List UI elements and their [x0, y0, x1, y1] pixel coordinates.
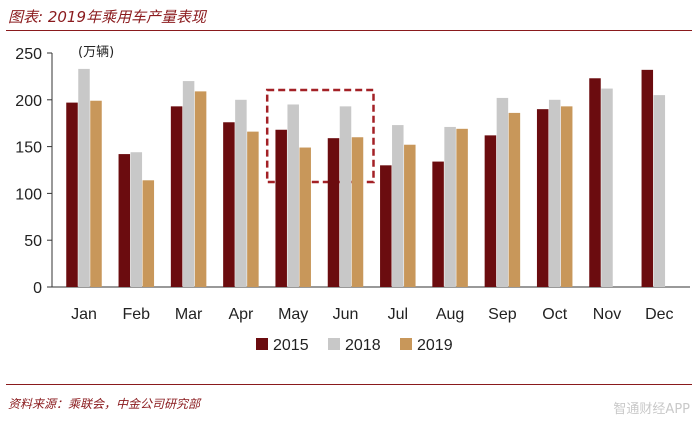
x-tick-label-jun: Jun — [333, 306, 359, 323]
x-tick-label-oct: Oct — [542, 306, 567, 323]
bar-2018-jun — [339, 106, 352, 288]
x-tick-label-feb: Feb — [123, 306, 151, 323]
x-tick-label-sep: Sep — [488, 306, 517, 323]
bar-2018-oct — [548, 99, 561, 287]
bar-2018-may — [287, 104, 299, 287]
y-tick-label: 150 — [15, 140, 42, 157]
bar-2015-oct — [536, 109, 549, 287]
x-tick-label-jul: Jul — [388, 306, 408, 323]
x-tick-label-apr: Apr — [228, 306, 254, 323]
bar-2018-jan — [78, 68, 90, 287]
bar-chart: 0 50 100 150 200 250 (万辆) Jan Feb Mar Apr May Jun Jul… — [15, 45, 690, 354]
bar-2018-mar — [182, 81, 195, 287]
y-tick-label: 250 — [15, 46, 42, 63]
bar-2019-jan — [90, 100, 102, 288]
x-tick-label-nov: Nov — [593, 306, 621, 323]
legend-swatch-2015 — [256, 338, 268, 350]
bar-2015-nov — [589, 78, 601, 287]
figure-title: 图表: 2019年乘用车产量表现 — [8, 8, 206, 26]
y-tick-label: 50 — [24, 233, 42, 250]
bar-2015-sep — [484, 135, 497, 287]
bar-2019-jul — [404, 144, 416, 287]
bar-2018-dec — [653, 95, 666, 287]
bar-2015-mar — [170, 106, 183, 288]
y-tick-label: 100 — [15, 186, 42, 203]
bar-2019-may — [299, 147, 311, 287]
bar-2019-oct — [560, 106, 573, 288]
source-note: 资料来源：乘联会，中金公司研究部 — [8, 397, 201, 411]
bar-2018-feb — [130, 152, 143, 287]
watermark-text: 智通财经APP — [613, 402, 690, 417]
bottom-divider — [6, 384, 692, 385]
y-tick-label: 200 — [15, 93, 42, 110]
legend-label-2018: 2018 — [345, 337, 381, 354]
bar-2015-jul — [380, 165, 392, 287]
bar-2018-jul — [392, 125, 404, 288]
y-unit-label: (万辆) — [78, 45, 114, 60]
bar-2015-may — [275, 129, 287, 287]
bar-2019-feb — [142, 180, 155, 287]
bar-2015-jan — [66, 102, 78, 287]
bar-2015-aug — [432, 161, 444, 287]
bar-2019-aug — [456, 128, 468, 287]
y-tick-label: 0 — [33, 280, 42, 297]
top-divider — [6, 30, 692, 31]
bar-2018-apr — [235, 99, 247, 287]
bar-2018-sep — [496, 97, 509, 287]
x-tick-label-aug: Aug — [436, 306, 464, 323]
bar-2018-nov — [601, 88, 613, 288]
x-tick-label-dec: Dec — [645, 306, 673, 323]
x-tick-label-may: May — [278, 306, 308, 323]
legend-swatch-2019 — [400, 338, 412, 350]
bar-2015-dec — [641, 69, 654, 288]
legend-label-2015: 2015 — [273, 337, 309, 354]
bar-2015-jun — [327, 138, 340, 287]
bar-2019-apr — [247, 131, 259, 287]
x-tick-label-jan: Jan — [71, 306, 97, 323]
x-tick-label-mar: Mar — [175, 306, 203, 323]
legend-swatch-2018 — [328, 338, 340, 350]
bar-2018-aug — [444, 126, 456, 287]
bar-2019-sep — [508, 112, 521, 288]
bar-2015-apr — [223, 122, 235, 287]
bar-2019-jun — [351, 137, 364, 287]
bar-2015-feb — [118, 154, 131, 287]
legend-label-2019: 2019 — [417, 337, 453, 354]
bar-2019-mar — [194, 91, 207, 287]
